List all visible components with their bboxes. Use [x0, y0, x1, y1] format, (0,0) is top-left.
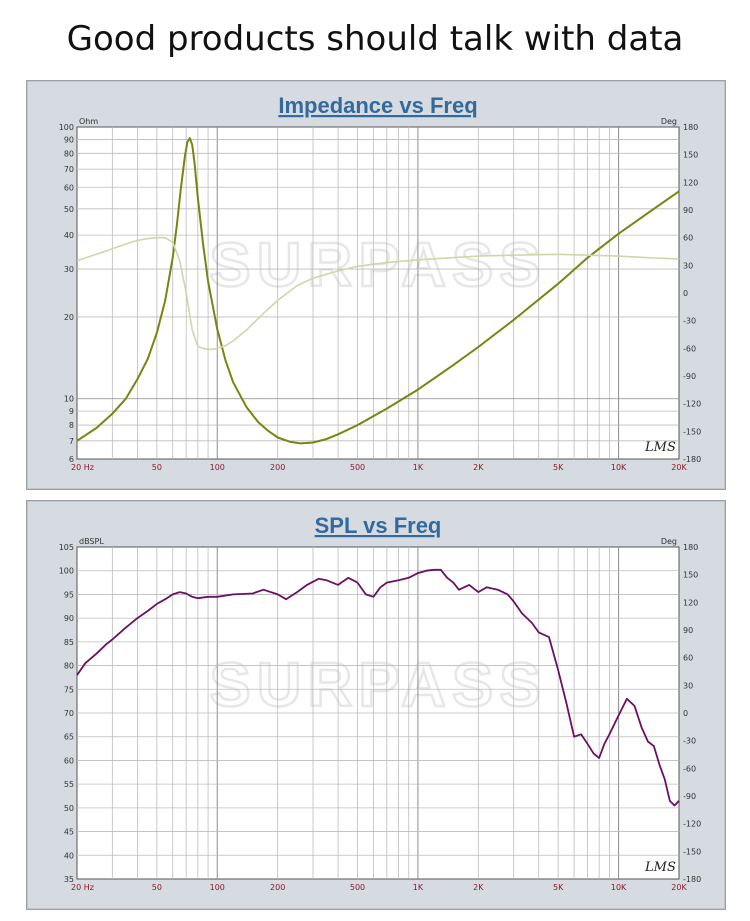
left-tick-label: 70 — [64, 709, 74, 718]
x-tick-label: 10K — [611, 883, 627, 892]
left-tick-label: 80 — [64, 662, 74, 671]
x-tick-label: 20K — [671, 883, 687, 892]
left-tick-label: 80 — [64, 149, 74, 158]
left-axis-unit: dBSPL — [79, 537, 104, 546]
x-tick-label: 100 — [210, 883, 225, 892]
lms-logo: LMS — [644, 860, 676, 875]
right-tick-label: 90 — [683, 626, 693, 635]
right-tick-label: -60 — [683, 344, 696, 353]
x-tick-label: 100 — [210, 463, 225, 472]
headline: Good products should talk with data — [66, 19, 684, 59]
left-tick-label: 40 — [64, 851, 74, 860]
x-tick-label: 20 Hz — [71, 883, 94, 892]
watermark-text: SURPASS — [209, 231, 546, 300]
left-tick-label: 90 — [64, 614, 74, 623]
right-tick-label: -30 — [683, 317, 696, 326]
right-tick-label: -150 — [683, 847, 701, 856]
x-tick-label: 50 — [152, 463, 162, 472]
right-tick-label: 180 — [683, 543, 698, 552]
left-tick-label: 7 — [69, 437, 74, 446]
right-tick-label: -30 — [683, 737, 696, 746]
x-tick-label: 500 — [350, 883, 365, 892]
right-tick-label: -60 — [683, 764, 696, 773]
plot-area — [76, 126, 680, 460]
left-tick-label: 6 — [69, 455, 74, 464]
impedance-chart-panel: SURPASS Impedance vs Freq Ohm Deg 100 90 80 70 6… — [26, 80, 726, 490]
left-tick-label: 20 — [64, 313, 74, 322]
right-tick-label: 30 — [683, 261, 693, 270]
right-tick-label: -180 — [683, 875, 701, 884]
left-tick-label: 50 — [64, 804, 74, 813]
x-tick-label: 5K — [553, 463, 564, 472]
x-tick-label: 20K — [671, 463, 687, 472]
phase-curve — [76, 236, 680, 351]
right-tick-label: 0 — [683, 709, 688, 718]
right-tick-label: 150 — [683, 151, 698, 160]
x-tick-label: 50 — [152, 883, 162, 892]
watermark-text: SURPASS — [209, 651, 546, 720]
lms-logo: LMS — [644, 440, 676, 455]
left-tick-label: 60 — [64, 756, 74, 765]
left-tick-label: 85 — [64, 638, 74, 647]
x-tick-label: 1K — [413, 463, 424, 472]
right-tick-label: 90 — [683, 206, 693, 215]
right-tick-label: 30 — [683, 681, 693, 690]
right-tick-label: 0 — [683, 289, 688, 298]
x-tick-label: 20 Hz — [71, 463, 94, 472]
right-axis-unit: Deg — [661, 117, 677, 126]
x-tick-label: 200 — [270, 463, 285, 472]
x-tick-label: 10K — [611, 463, 627, 472]
spl-chart: SURPASS SPL vs Freq dBSPL Deg 105 100 95 90 85 80… — [59, 513, 701, 892]
chart-title: Impedance vs Freq — [278, 93, 477, 118]
left-tick-label: 65 — [64, 733, 74, 742]
x-tick-label: 5K — [553, 883, 564, 892]
left-tick-label: 10 — [64, 395, 74, 404]
left-axis-unit: Ohm — [79, 117, 98, 126]
left-tick-label: 90 — [64, 135, 74, 144]
x-tick-label: 2K — [473, 883, 484, 892]
left-tick-label: 70 — [64, 165, 74, 174]
left-tick-label: 9 — [69, 407, 74, 416]
chart-title: SPL vs Freq — [315, 513, 442, 538]
right-tick-label: 120 — [683, 178, 698, 187]
spl-curve — [76, 568, 680, 807]
right-tick-label: 180 — [683, 123, 698, 132]
x-tick-label: 2K — [473, 463, 484, 472]
left-tick-label: 100 — [59, 567, 74, 576]
left-tick-label: 50 — [64, 205, 74, 214]
right-tick-label: -120 — [683, 400, 701, 409]
right-tick-label: -180 — [683, 455, 701, 464]
left-tick-label: 30 — [64, 265, 74, 274]
right-tick-label: 60 — [683, 234, 693, 243]
left-tick-label: 35 — [64, 875, 74, 884]
left-tick-label: 105 — [59, 543, 74, 552]
right-tick-label: 120 — [683, 598, 698, 607]
x-tick-label: 500 — [350, 463, 365, 472]
right-tick-label: -150 — [683, 427, 701, 436]
left-tick-label: 8 — [69, 421, 74, 430]
right-tick-label: 150 — [683, 571, 698, 580]
spl-chart-panel: SURPASS SPL vs Freq dBSPL Deg 105 100 95 90 85 80… — [26, 500, 726, 910]
impedance-curve — [76, 137, 680, 445]
x-tick-label: 200 — [270, 883, 285, 892]
left-tick-label: 60 — [64, 183, 74, 192]
left-tick-label: 100 — [59, 123, 74, 132]
left-tick-label: 55 — [64, 780, 74, 789]
left-tick-label: 95 — [64, 590, 74, 599]
right-tick-label: -120 — [683, 820, 701, 829]
right-tick-label: -90 — [683, 792, 696, 801]
right-axis-unit: Deg — [661, 537, 677, 546]
right-tick-label: 60 — [683, 654, 693, 663]
x-tick-label: 1K — [413, 883, 424, 892]
left-tick-label: 75 — [64, 685, 74, 694]
left-tick-label: 45 — [64, 828, 74, 837]
right-tick-label: -90 — [683, 372, 696, 381]
left-tick-label: 40 — [64, 231, 74, 240]
